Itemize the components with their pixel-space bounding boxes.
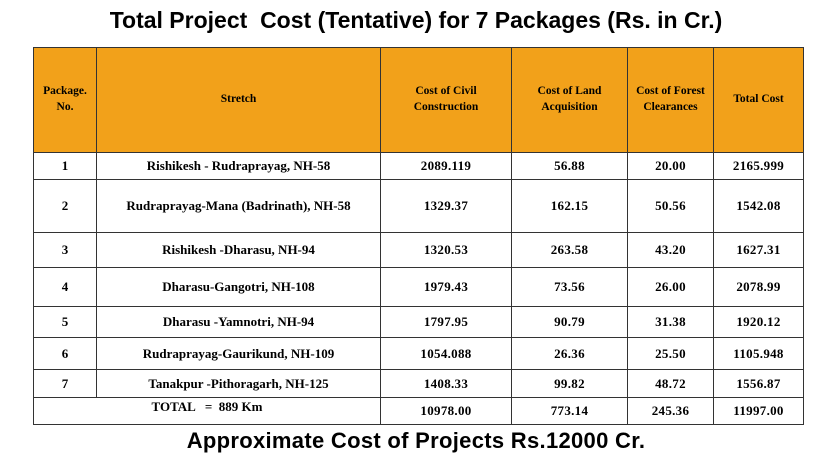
package-no-cell: 7 xyxy=(33,369,97,398)
total-cost-cell: 1920.12 xyxy=(713,306,804,338)
header-forest-cost: Cost of Forest Clearances xyxy=(627,47,714,153)
stretch-cell: Dharasu-Gangotri, NH-108 xyxy=(96,267,381,307)
civil-cost-cell: 1979.43 xyxy=(380,267,512,307)
forest-cost-cell: 26.00 xyxy=(627,267,714,307)
forest-cost-cell: 48.72 xyxy=(627,369,714,398)
civil-cost-cell: 1408.33 xyxy=(380,369,512,398)
table-row: 6 Rudraprayag-Gaurikund, NH-109 1054.088 26… xyxy=(33,337,804,370)
land-cost-cell: 99.82 xyxy=(511,369,628,398)
land-cost-cell: 56.88 xyxy=(511,152,628,180)
table-row: 1 Rishikesh - Rudraprayag, NH-58 2089.119 5… xyxy=(33,152,804,180)
header-stretch: Stretch xyxy=(96,47,381,153)
land-cost-cell: 162.15 xyxy=(511,179,628,233)
stretch-cell: Rudraprayag-Mana (Badrinath), NH-58 xyxy=(96,179,381,233)
package-no-cell: 1 xyxy=(33,152,97,180)
total-label: TOTAL = 889 Km xyxy=(33,397,381,425)
package-no-cell: 6 xyxy=(33,337,97,370)
land-cost-cell: 26.36 xyxy=(511,337,628,370)
land-cost-cell: 90.79 xyxy=(511,306,628,338)
forest-cost-cell: 43.20 xyxy=(627,232,714,268)
table-row: 3 Rishikesh -Dharasu, NH-94 1320.53 263.58 4… xyxy=(33,232,804,268)
total-cost-cell: 1542.08 xyxy=(713,179,804,233)
forest-cost-cell: 25.50 xyxy=(627,337,714,370)
grand-total-cost: 11997.00 xyxy=(713,397,804,425)
civil-cost-cell: 1054.088 xyxy=(380,337,512,370)
forest-cost-cell: 31.38 xyxy=(627,306,714,338)
package-no-cell: 3 xyxy=(33,232,97,268)
stretch-cell: Rishikesh - Rudraprayag, NH-58 xyxy=(96,152,381,180)
civil-cost-cell: 2089.119 xyxy=(380,152,512,180)
project-cost-table: Package. No. Stretch Cost of Civil Const… xyxy=(33,47,804,425)
land-cost-cell: 73.56 xyxy=(511,267,628,307)
approximate-cost-note: Approximate Cost of Projects Rs.12000 Cr… xyxy=(186,428,646,453)
civil-cost-cell: 1329.37 xyxy=(380,179,512,233)
civil-cost-cell: 1320.53 xyxy=(380,232,512,268)
stretch-cell: Tanakpur -Pithoragarh, NH-125 xyxy=(96,369,381,398)
header-land-cost: Cost of Land Acquisition xyxy=(511,47,628,153)
stretch-cell: Rishikesh -Dharasu, NH-94 xyxy=(96,232,381,268)
total-civil-cost: 10978.00 xyxy=(380,397,512,425)
page-title: Total Project Cost (Tentative) for 7 Pac… xyxy=(109,7,723,33)
total-cost-cell: 2165.999 xyxy=(713,152,804,180)
total-cost-cell: 1105.948 xyxy=(713,337,804,370)
land-cost-cell: 263.58 xyxy=(511,232,628,268)
civil-cost-cell: 1797.95 xyxy=(380,306,512,338)
stretch-cell: Rudraprayag-Gaurikund, NH-109 xyxy=(96,337,381,370)
stretch-cell: Dharasu -Yamnotri, NH-94 xyxy=(96,306,381,338)
package-no-cell: 2 xyxy=(33,179,97,233)
header-total-cost: Total Cost xyxy=(713,47,804,153)
table-row: 5 Dharasu -Yamnotri, NH-94 1797.95 90.79 31.… xyxy=(33,306,804,338)
table-row: 4 Dharasu-Gangotri, NH-108 1979.43 73.56 26.… xyxy=(33,267,804,307)
package-no-cell: 5 xyxy=(33,306,97,338)
table-row: 7 Tanakpur -Pithoragarh, NH-125 1408.33 99.… xyxy=(33,369,804,398)
header-civil-cost: Cost of Civil Construction xyxy=(380,47,512,153)
forest-cost-cell: 50.56 xyxy=(627,179,714,233)
header-package-no: Package. No. xyxy=(33,47,97,153)
total-land-cost: 773.14 xyxy=(511,397,628,425)
total-cost-cell: 2078.99 xyxy=(713,267,804,307)
total-forest-cost: 245.36 xyxy=(627,397,714,425)
table-row: 2 Rudraprayag-Mana (Badrinath), NH-58 1329… xyxy=(33,179,804,233)
total-cost-cell: 1627.31 xyxy=(713,232,804,268)
forest-cost-cell: 20.00 xyxy=(627,152,714,180)
total-cost-cell: 1556.87 xyxy=(713,369,804,398)
table-header-row: Package. No. Stretch Cost of Civil Const… xyxy=(33,47,804,153)
package-no-cell: 4 xyxy=(33,267,97,307)
total-row: TOTAL = 889 Km 10978.00 773.14 245.36 11997.… xyxy=(33,397,804,425)
